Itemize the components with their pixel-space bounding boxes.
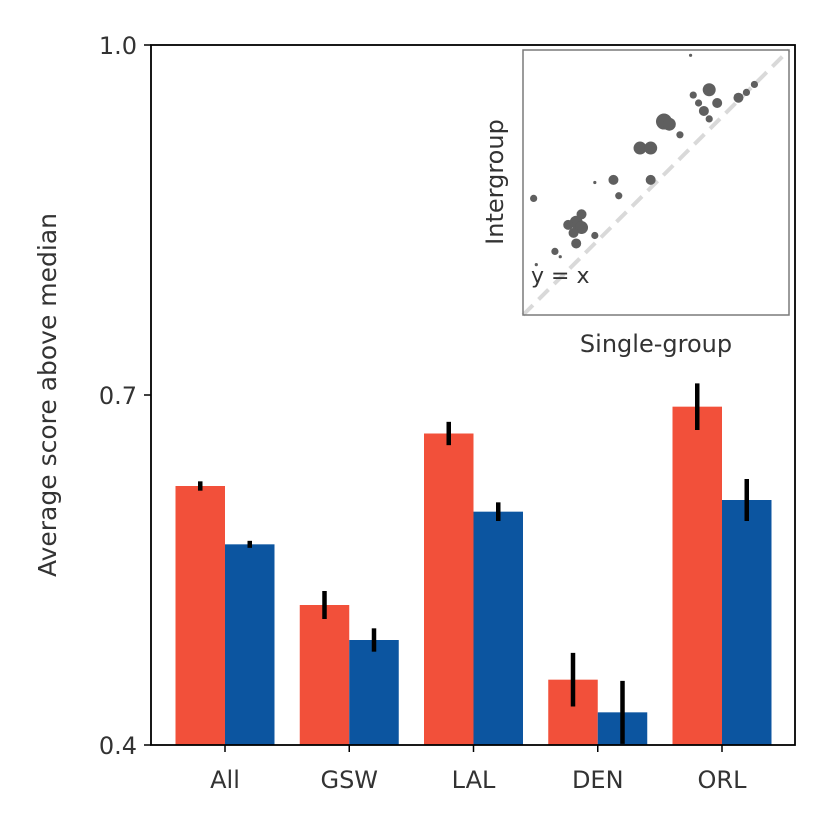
- bar-orl-single-group: [722, 500, 772, 745]
- scatter-point: [712, 98, 723, 108]
- scatter-point: [593, 180, 597, 185]
- bar-all-single-group: [225, 544, 275, 745]
- inset-y-axis-label: Intergroup: [481, 119, 509, 245]
- inset-scatter: y = x Single-group Intergroup: [481, 48, 791, 358]
- y-tick-label: 0.7: [99, 382, 137, 410]
- scatter-point: [591, 231, 599, 240]
- bar-gsw-intergroup: [299, 605, 350, 745]
- bar-lal-intergroup: [424, 433, 474, 745]
- scatter-point: [563, 219, 574, 230]
- scatter-point: [676, 131, 684, 139]
- bar-chart-ticks: All GSW LAL DEN ORL 0.4 0.7 1.0: [99, 32, 747, 794]
- scatter-point: [662, 117, 676, 131]
- bar-gsw-single-group: [349, 640, 399, 745]
- x-tick-label-lal: LAL: [452, 766, 496, 794]
- x-tick-label-den: DEN: [572, 766, 624, 794]
- y-tick-label: 0.4: [99, 732, 137, 760]
- scatter-point: [633, 141, 647, 155]
- scatter-point: [733, 92, 744, 103]
- x-tick-label-gsw: GSW: [320, 766, 378, 794]
- inset-points: [530, 53, 759, 267]
- scatter-point: [698, 105, 709, 116]
- bar-chart-bars: [175, 383, 772, 745]
- scatter-point: [750, 80, 759, 89]
- bar-all-intergroup: [175, 486, 225, 745]
- scatter-point: [688, 53, 693, 57]
- x-tick-label-orl: ORL: [698, 766, 748, 794]
- scatter-point: [644, 141, 658, 155]
- scatter-point: [558, 255, 562, 259]
- y-axis-label: Average score above median: [33, 213, 62, 577]
- scatter-point: [568, 227, 579, 238]
- inset-reference-label: y = x: [531, 264, 589, 289]
- scatter-point: [694, 99, 703, 107]
- scatter-point: [689, 91, 697, 99]
- scatter-point: [575, 221, 589, 235]
- scatter-point: [608, 174, 619, 185]
- scatter-point: [530, 194, 538, 202]
- scatter-point: [742, 88, 751, 96]
- x-tick-label-all: All: [210, 766, 240, 794]
- scatter-point: [534, 263, 538, 267]
- scatter-point: [571, 238, 582, 249]
- scatter-point: [615, 192, 623, 200]
- bar-orl-intergroup: [672, 406, 722, 745]
- bar-lal-single-group: [473, 511, 523, 745]
- inset-frame: [522, 49, 790, 316]
- scatter-point: [702, 83, 716, 97]
- inset-x-axis-label: Single-group: [580, 330, 732, 358]
- scatter-point: [645, 174, 656, 185]
- scatter-point: [705, 115, 713, 123]
- y-tick-label: 1.0: [99, 32, 137, 60]
- scatter-point: [551, 247, 559, 255]
